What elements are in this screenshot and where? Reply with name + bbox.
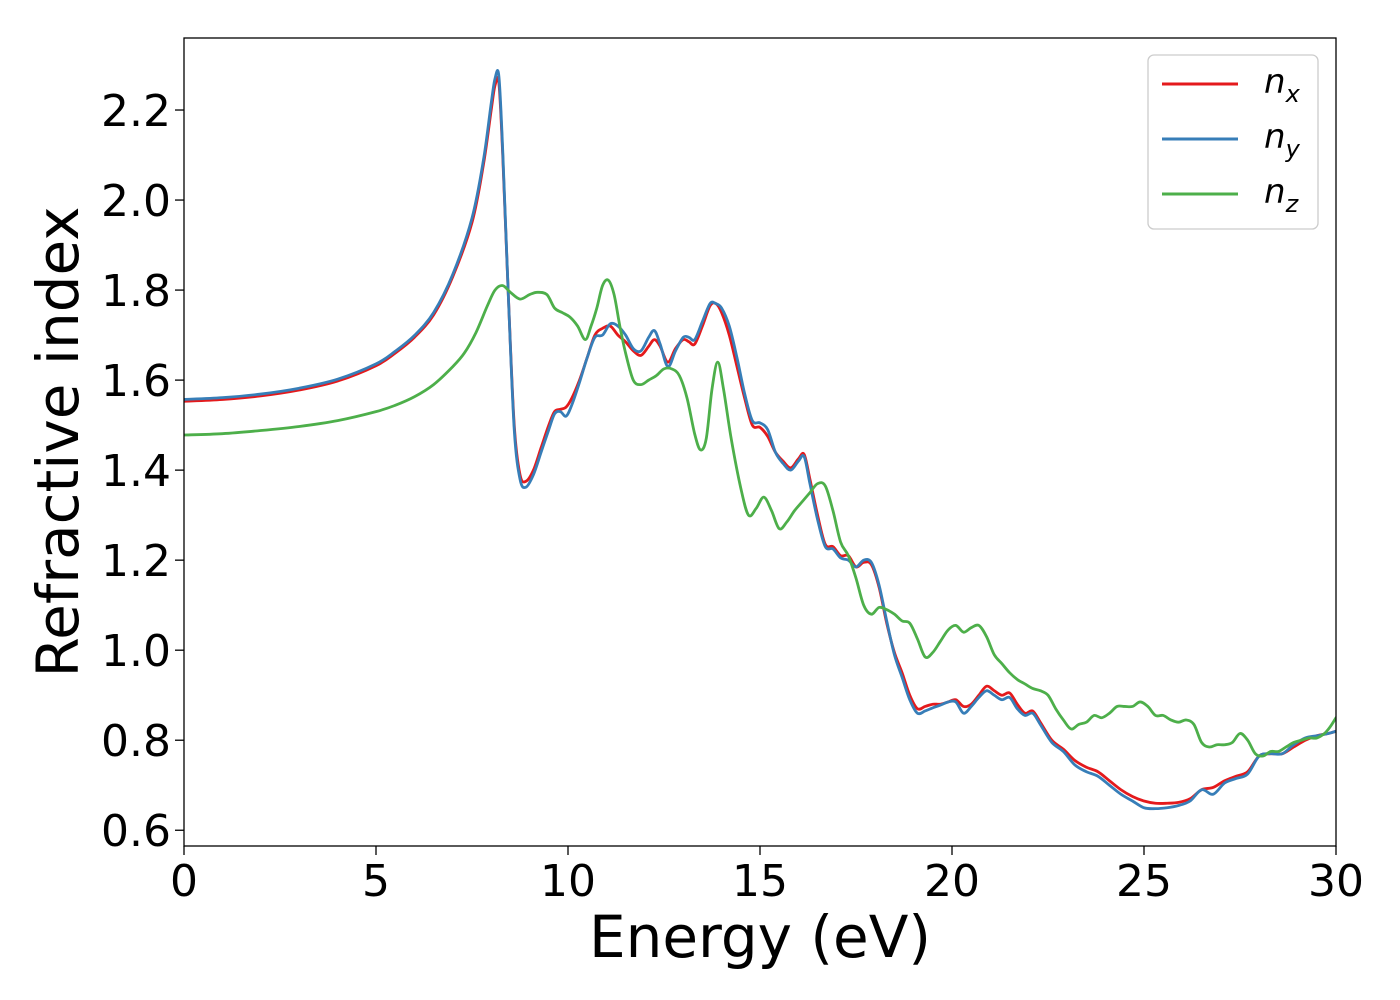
- series-layer: [184, 69, 1336, 811]
- x-tick-label: 20: [924, 856, 980, 907]
- series-line-nz: [184, 278, 1336, 758]
- y-tick-label: 1.2: [101, 536, 171, 587]
- y-tick-label: 0.6: [101, 806, 171, 857]
- y-tick-label: 2.0: [101, 176, 171, 227]
- x-tick-label: 5: [362, 856, 390, 907]
- legend-label-ny: ny: [1264, 117, 1301, 163]
- y-axis: 0.6 0.8 1.0 1.2 1.4 1.6 1.8 2.0 2.2: [101, 86, 184, 857]
- y-tick-label: 1.0: [101, 626, 171, 677]
- x-tick-label: 30: [1308, 856, 1364, 907]
- x-axis-title: Energy (eV): [589, 903, 931, 971]
- y-tick-label: 2.2: [101, 86, 171, 137]
- legend-label-nx: nx: [1264, 62, 1301, 108]
- x-tick-label: 10: [540, 856, 596, 907]
- y-tick-label: 1.4: [101, 446, 171, 497]
- y-tick-label: 0.8: [101, 716, 171, 767]
- legend: nx ny nz: [1147, 54, 1319, 230]
- series-line-ny: [184, 69, 1336, 811]
- y-axis-title: Refractive index: [24, 206, 92, 677]
- legend-label-nz: nz: [1264, 172, 1300, 218]
- x-tick-label: 0: [170, 856, 198, 907]
- y-tick-label: 1.8: [101, 266, 171, 317]
- y-tick-label: 1.6: [101, 356, 171, 407]
- x-tick-label: 15: [732, 856, 788, 907]
- legend-box: [1147, 54, 1319, 230]
- x-tick-label: 25: [1116, 856, 1172, 907]
- x-axis: 0 5 10 15 20 25 30: [170, 846, 1364, 907]
